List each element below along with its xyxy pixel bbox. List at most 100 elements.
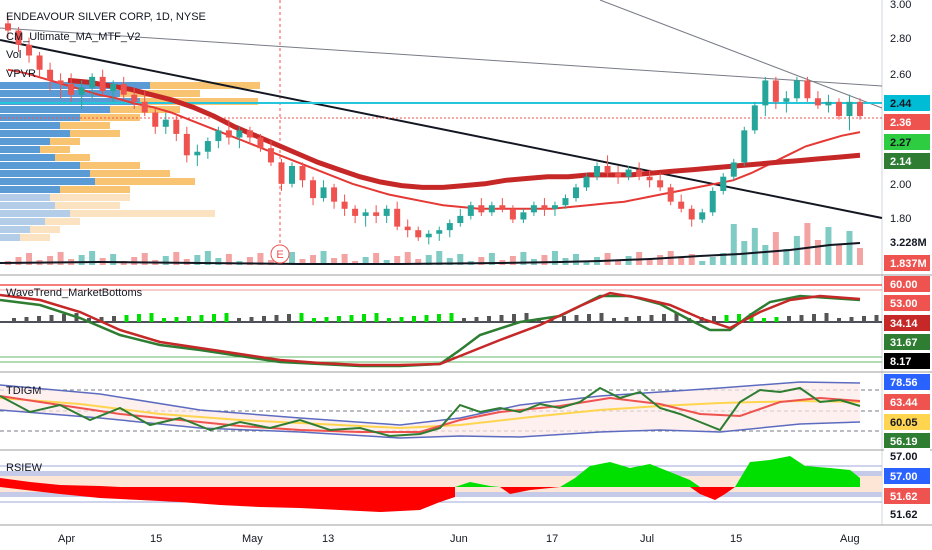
candle-body[interactable]: [541, 205, 548, 209]
candle-body[interactable]: [246, 130, 253, 138]
candle-body[interactable]: [5, 23, 11, 31]
candle-body[interactable]: [615, 173, 622, 177]
candle-body[interactable]: [362, 212, 369, 216]
candle-body[interactable]: [446, 223, 453, 231]
candle-body[interactable]: [110, 84, 117, 92]
candle-body[interactable]: [215, 130, 222, 142]
candle-body[interactable]: [383, 208, 390, 216]
candle-body[interactable]: [68, 84, 75, 95]
candle-body[interactable]: [814, 98, 821, 106]
candle-body[interactable]: [594, 166, 601, 177]
candle-body[interactable]: [762, 80, 769, 106]
candle-body[interactable]: [341, 201, 348, 209]
candle-body[interactable]: [331, 187, 338, 202]
candle-body[interactable]: [173, 119, 180, 134]
candle-body[interactable]: [289, 166, 295, 184]
candle-body[interactable]: [373, 212, 380, 216]
candle-body[interactable]: [225, 130, 232, 138]
candle-body[interactable]: [730, 162, 737, 177]
candle-body[interactable]: [488, 205, 495, 213]
candle-body[interactable]: [720, 176, 727, 191]
candle-body[interactable]: [152, 112, 159, 127]
candle-body[interactable]: [425, 233, 432, 238]
candle-body[interactable]: [26, 44, 33, 56]
trendline-gray-upper[interactable]: [0, 27, 883, 87]
legend-ma-indicator[interactable]: CM_Ultimate_MA_MTF_V2: [6, 31, 140, 43]
candle-body[interactable]: [793, 80, 800, 99]
candle-body[interactable]: [709, 190, 716, 213]
rsi-green-area-1: [455, 482, 500, 487]
candle-body[interactable]: [352, 208, 359, 216]
candle-body[interactable]: [415, 230, 422, 238]
candle-body[interactable]: [183, 133, 190, 156]
candle-body[interactable]: [804, 80, 811, 99]
wavetrend-pane-title[interactable]: WaveTrend_MarketBottoms: [6, 287, 143, 299]
time-axis[interactable]: Apr 15 May 13 Jun 17 Jul 15 Aug: [58, 533, 860, 545]
candle-body[interactable]: [404, 226, 411, 231]
candle-body[interactable]: [783, 98, 790, 102]
volume-bar: [110, 254, 117, 265]
earnings-marker[interactable]: [270, 244, 290, 264]
candle-body[interactable]: [562, 198, 569, 206]
candle-body[interactable]: [857, 101, 863, 117]
ma-slow-line[interactable]: [67, 77, 861, 190]
trendline-gray-steep[interactable]: [599, 0, 883, 109]
candle-body[interactable]: [131, 94, 138, 102]
candle-body[interactable]: [509, 208, 516, 220]
candle-body[interactable]: [162, 119, 169, 127]
candle-body[interactable]: [320, 187, 327, 199]
candle-body[interactable]: [646, 176, 653, 181]
candle-body[interactable]: [846, 101, 853, 117]
candle-body[interactable]: [89, 76, 96, 88]
legend-volume[interactable]: Vol: [6, 49, 21, 61]
legend-vpvr[interactable]: VPVR: [6, 68, 36, 80]
candle-body[interactable]: [57, 80, 64, 84]
candle-body[interactable]: [278, 162, 285, 184]
candle-body[interactable]: [78, 87, 85, 95]
candle-body[interactable]: [120, 84, 127, 95]
candle-body[interactable]: [267, 148, 274, 163]
candle-body[interactable]: [141, 101, 148, 113]
trendline-black[interactable]: [0, 39, 883, 219]
candle-body[interactable]: [310, 180, 317, 199]
candle-body[interactable]: [636, 169, 643, 177]
candle-body[interactable]: [194, 151, 201, 156]
candle-body[interactable]: [573, 187, 579, 199]
candle-body[interactable]: [604, 166, 611, 174]
candle-body[interactable]: [394, 208, 401, 227]
candle-body[interactable]: [530, 205, 537, 213]
candle-body[interactable]: [204, 141, 211, 152]
candle-body[interactable]: [15, 30, 22, 45]
candle-body[interactable]: [299, 166, 306, 181]
candle-body[interactable]: [236, 130, 243, 138]
candle-body[interactable]: [47, 69, 54, 81]
candle-body[interactable]: [772, 80, 779, 102]
candle-body[interactable]: [625, 169, 632, 177]
rsi-pane-title[interactable]: RSIEW: [6, 462, 43, 474]
candle-body[interactable]: [457, 215, 464, 224]
candle-body[interactable]: [467, 205, 474, 216]
candle-body[interactable]: [436, 230, 443, 234]
candle-body[interactable]: [835, 101, 842, 117]
candle-body[interactable]: [667, 187, 674, 202]
tdi-pane-title[interactable]: TDIGM: [6, 385, 41, 397]
candle-body[interactable]: [688, 208, 695, 220]
candle-body[interactable]: [699, 212, 706, 220]
candle-body[interactable]: [751, 105, 758, 131]
candle-body[interactable]: [99, 76, 106, 92]
price-axis[interactable]: 3.00 2.80 2.60 1.80 2.00: [890, 0, 911, 225]
candle-body[interactable]: [678, 201, 685, 209]
candle-body[interactable]: [551, 205, 558, 209]
ma-fast-line[interactable]: [7, 68, 861, 210]
candle-body[interactable]: [741, 130, 748, 163]
price-badge-value: 3.228M: [890, 237, 927, 249]
candle-body[interactable]: [583, 176, 590, 188]
candle-body[interactable]: [657, 180, 664, 188]
candle-body[interactable]: [478, 205, 485, 213]
candle-body[interactable]: [520, 212, 527, 220]
candle-body[interactable]: [36, 55, 43, 70]
candle-body[interactable]: [825, 101, 832, 106]
candle-body[interactable]: [257, 137, 264, 149]
candle-body[interactable]: [499, 205, 506, 209]
